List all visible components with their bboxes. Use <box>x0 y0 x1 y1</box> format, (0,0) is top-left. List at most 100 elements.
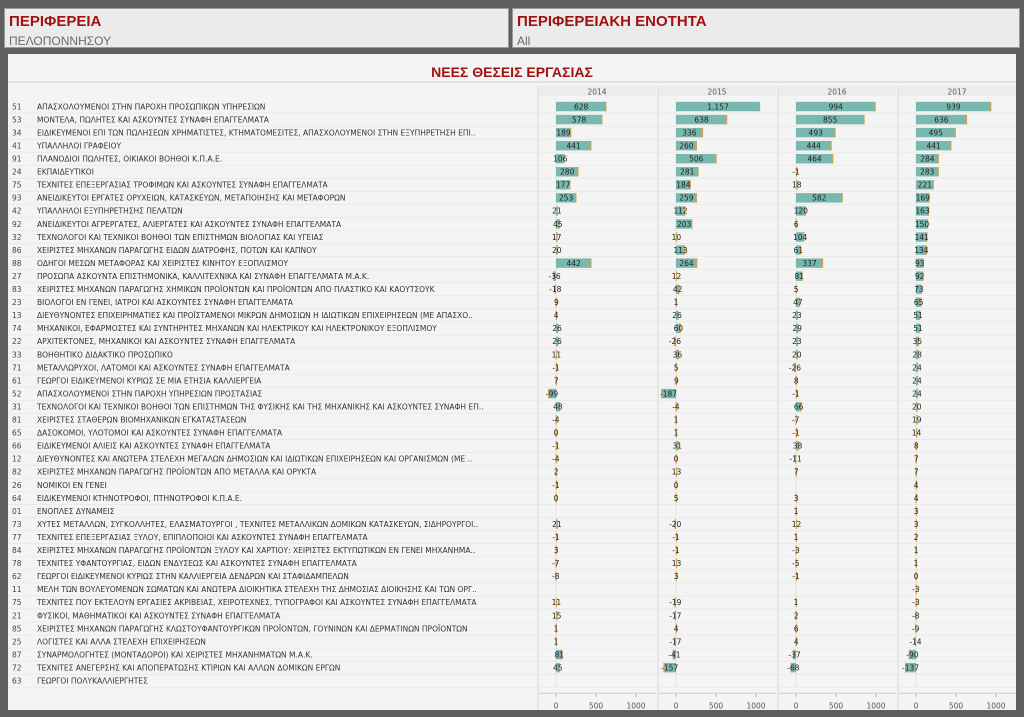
row-code: 22 <box>12 337 22 346</box>
data-label: 66 <box>794 402 804 411</box>
row-code: 01 <box>12 507 22 516</box>
bar-edge <box>695 140 697 151</box>
row-label: ΔΙΕΥΘΥΝΟΝΤΕΣ ΕΠΙΧΕΙΡΗΜΑΤΙΕΣ ΚΑΙ ΠΡΟΪΣΤΑΜ… <box>37 311 473 320</box>
bar-edge <box>676 558 678 568</box>
data-label: 336 <box>682 128 697 137</box>
bar-edge <box>675 623 677 634</box>
data-label: 3 <box>914 520 919 529</box>
row-code: 86 <box>12 246 22 255</box>
bar-edge <box>795 636 797 647</box>
bar-edge <box>675 271 678 281</box>
bar-edge <box>932 180 934 190</box>
bar-edge <box>675 480 677 490</box>
x-tick-label: 0 <box>554 701 559 710</box>
bar-2014 <box>556 258 592 268</box>
data-label: 0 <box>674 481 679 490</box>
bar-2014 <box>556 154 565 164</box>
data-label: 939 <box>946 102 961 111</box>
bar-edge <box>795 506 797 516</box>
data-label: 4 <box>794 637 799 646</box>
bar-2014 <box>556 101 607 112</box>
bar-2017 <box>916 219 928 229</box>
bar-edge <box>832 154 834 164</box>
row-label: ΕΚΠΑΙΔΕΥΤΙΚΟΙ <box>37 168 94 177</box>
bar-edge <box>795 167 798 177</box>
row-label: ΧΕΙΡΙΣΤΕΣ ΜΗΧΑΝΩΝ ΠΑΡΑΓΩΓΗΣ ΕΙΔΩΝ ΔΙΑΤΡΟ… <box>37 246 317 255</box>
data-label: 994 <box>829 102 844 111</box>
row-label: ΕΝΟΠΛΕΣ ΔΥΝΑΜΕΙΣ <box>37 507 115 516</box>
unit-filter[interactable]: ΠΕΡΙΦΕΡΕΙΑΚΗ ΕΝΟΤΗΤΑ All <box>512 8 1020 48</box>
region-filter-value[interactable]: ΠΕΛΟΠΟΝΝΗΣΟΥ <box>9 34 112 48</box>
bar-2017 <box>916 310 921 321</box>
bar-edge <box>795 519 798 529</box>
data-label: 7 <box>914 468 919 477</box>
bar-2016 <box>796 193 843 203</box>
bar-2015 <box>676 441 679 451</box>
bar-edge <box>795 623 797 634</box>
unit-filter-value[interactable]: All <box>517 34 531 48</box>
bar-2015 <box>676 284 680 294</box>
bar-edge <box>915 597 917 608</box>
row-code: 65 <box>12 429 22 438</box>
row-code: 81 <box>12 416 22 425</box>
data-label: -7 <box>792 416 800 425</box>
data-label: 10 <box>672 233 682 242</box>
bar-2015 <box>661 388 676 399</box>
bar-edge <box>555 480 558 490</box>
bar-edge <box>920 284 923 294</box>
data-label: -26 <box>789 363 801 372</box>
x-tick-label: 1000 <box>866 701 885 710</box>
data-label: -4 <box>552 416 560 425</box>
bar-2016 <box>796 127 836 138</box>
bar-edge <box>917 349 919 360</box>
row-label: ΤΕΧΝΙΤΕΣ ΥΦΑΝΤΟΥΡΓΙΑΣ, ΕΙΔΩΝ ΕΝΔΥΣΕΩΣ ΚΑ… <box>36 559 358 568</box>
chart-title: ΝΕΕΣ ΘΕΣΕΙΣ ΕΡΓΑΣΙΑΣ <box>431 64 593 80</box>
data-label: 582 <box>812 194 827 203</box>
bar-2016 <box>796 101 876 112</box>
bar-edge <box>915 623 917 634</box>
bar-2016 <box>796 245 801 255</box>
data-label: 26 <box>552 324 562 333</box>
bar-edge <box>675 545 678 555</box>
data-label: 51 <box>913 324 923 333</box>
bar-2015 <box>676 127 703 138</box>
data-label: -20 <box>669 520 681 529</box>
bar-edge <box>555 297 557 307</box>
region-filter[interactable]: ΠΕΡΙΦΕΡΕΙΑ ΠΕΛΟΠΟΝΝΗΣΟΥ <box>4 8 509 48</box>
panel-header-bg <box>778 86 896 96</box>
bar-edge <box>605 101 607 112</box>
row-label: ΕΙΔΙΚΕΥΜΕΝΟΙ ΑΛΙΕΙΣ ΚΑΙ ΑΣΚΟΥΝΤΕΣ ΣΥΝΑΦΗ… <box>37 442 271 451</box>
row-label: ΜΟΝΤΕΛΑ, ΠΩΛΗΤΕΣ ΚΑΙ ΑΣΚΟΥΝΤΕΣ ΣΥΝΑΦΗ ΕΠ… <box>37 115 270 124</box>
bar-edge <box>916 388 919 399</box>
bar-2016 <box>796 154 834 164</box>
data-label: -17 <box>669 637 681 646</box>
data-label: 11 <box>552 598 562 607</box>
panel-header-2014: 2014 <box>587 88 606 97</box>
bar-edge <box>661 388 663 399</box>
data-label: -8 <box>912 611 920 620</box>
bar-edge <box>555 558 557 568</box>
data-label: 628 <box>574 102 589 111</box>
bar-2017 <box>916 349 919 360</box>
bar-2017 <box>916 180 934 190</box>
x-tick-label: 1000 <box>626 701 645 710</box>
data-label: 441 <box>926 141 941 150</box>
bar-edge <box>675 415 677 425</box>
row-code: 62 <box>12 572 22 581</box>
x-tick-label: 1000 <box>986 701 1005 710</box>
bar-edge <box>548 388 550 399</box>
data-label: 6 <box>794 220 799 229</box>
data-label: 48 <box>553 402 563 411</box>
data-label: -68 <box>787 663 799 672</box>
bar-2016 <box>796 232 805 242</box>
data-label: 221 <box>918 181 933 190</box>
bar-edge <box>701 127 704 138</box>
bar-2016 <box>793 649 796 660</box>
data-label: 189 <box>556 128 571 137</box>
bar-edge <box>555 428 557 438</box>
data-label: -26 <box>669 337 681 346</box>
bar-edge <box>679 323 681 334</box>
bar-2014 <box>553 271 556 281</box>
row-label: ΕΙΔΙΚΕΥΜΕΝΟΙ ΕΠΙ ΤΩΝ ΠΩΛΗΣΕΩΝ ΧΡΗΜΑΤΙΣΤΕ… <box>37 128 475 137</box>
